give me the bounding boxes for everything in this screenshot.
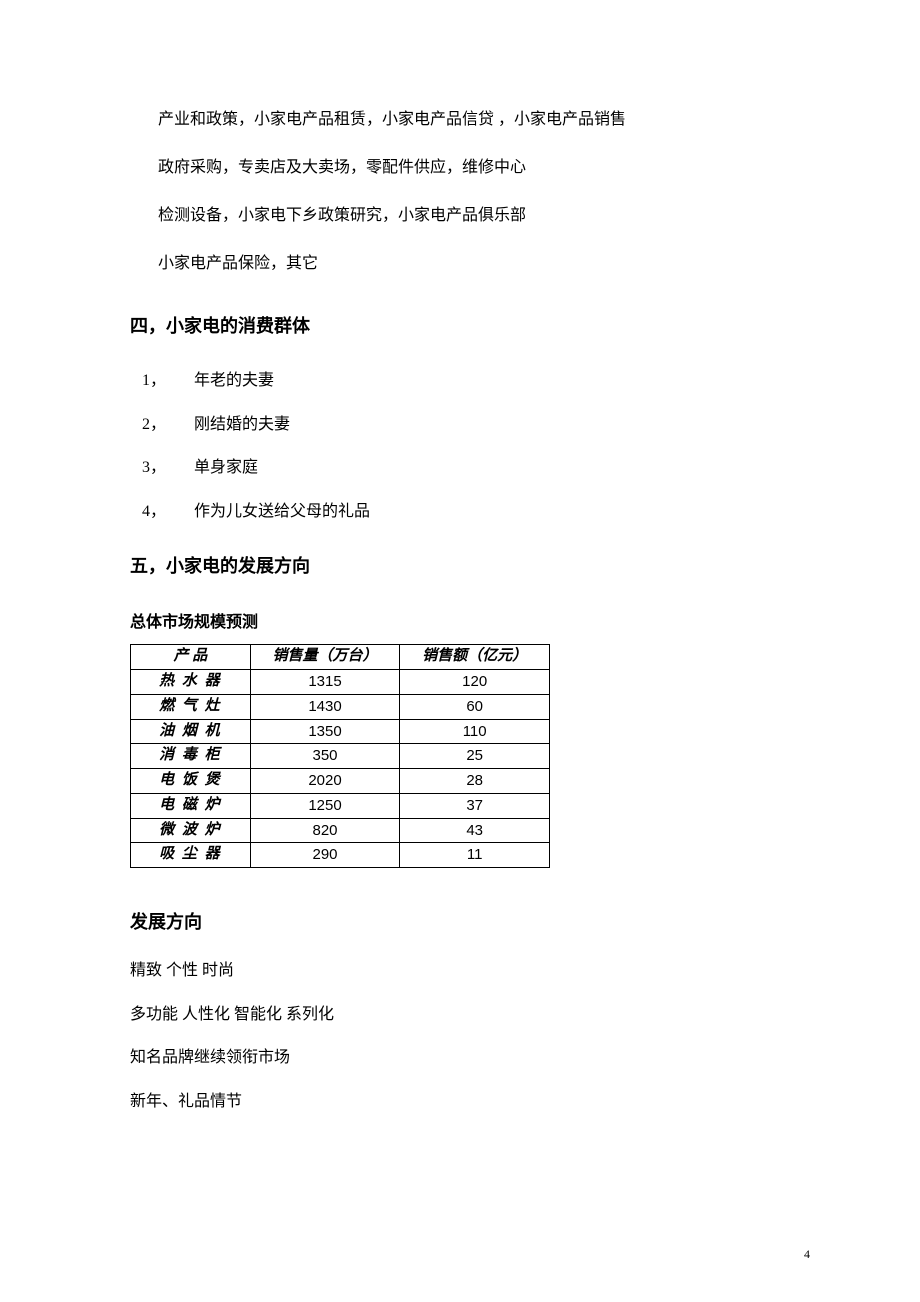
intro-line-3: 检测设备，小家电下乡政策研究，小家电产品俱乐部 [130, 196, 790, 236]
table-row: 热 水 器1315120 [131, 670, 550, 695]
table-cell-volume: 1315 [250, 670, 400, 695]
table-row: 油 烟 机1350110 [131, 719, 550, 744]
direction-item: 多功能 人性化 智能化 系列化 [130, 1002, 790, 1028]
table-header-cell: 销售额（亿元） [400, 645, 550, 670]
table-cell-product: 吸 尘 器 [131, 843, 251, 868]
table-header-cell: 产 品 [131, 645, 251, 670]
table-row: 电 磁 炉125037 [131, 793, 550, 818]
list-item: 3， 单身家庭 [142, 455, 790, 481]
table-row: 电 饭 煲202028 [131, 769, 550, 794]
forecast-heading: 总体市场规模预测 [130, 608, 790, 632]
table-cell-product: 热 水 器 [131, 670, 251, 695]
direction-list: 精致 个性 时尚 多功能 人性化 智能化 系列化 知名品牌继续领衔市场 新年、礼… [130, 958, 790, 1114]
item-number: 1， [142, 368, 194, 394]
direction-heading: 发展方向 [130, 908, 790, 934]
table-cell-revenue: 43 [400, 818, 550, 843]
direction-item: 精致 个性 时尚 [130, 958, 790, 984]
direction-item: 知名品牌继续领衔市场 [130, 1045, 790, 1071]
table-cell-revenue: 25 [400, 744, 550, 769]
table-cell-volume: 2020 [250, 769, 400, 794]
table-cell-volume: 1430 [250, 694, 400, 719]
item-text: 作为儿女送给父母的礼品 [194, 499, 370, 525]
list-item: 4， 作为儿女送给父母的礼品 [142, 499, 790, 525]
list-item: 2， 刚结婚的夫妻 [142, 412, 790, 438]
table-cell-revenue: 110 [400, 719, 550, 744]
table-header-row: 产 品 销售量（万台） 销售额（亿元） [131, 645, 550, 670]
table-cell-product: 油 烟 机 [131, 719, 251, 744]
page-number: 4 [804, 1247, 810, 1262]
table-cell-revenue: 28 [400, 769, 550, 794]
item-text: 刚结婚的夫妻 [194, 412, 290, 438]
item-text: 单身家庭 [194, 455, 258, 481]
table-header-cell: 销售量（万台） [250, 645, 400, 670]
table-row: 吸 尘 器29011 [131, 843, 550, 868]
intro-paragraph: 产业和政策，小家电产品租赁，小家电产品信贷 ，小家电产品销售 政府采购，专卖店及… [130, 100, 790, 284]
table-cell-volume: 1350 [250, 719, 400, 744]
direction-item: 新年、礼品情节 [130, 1089, 790, 1115]
item-number: 3， [142, 455, 194, 481]
table-cell-product: 电 磁 炉 [131, 793, 251, 818]
table-body: 热 水 器1315120燃 气 灶143060油 烟 机1350110消 毒 柜… [131, 670, 550, 868]
table-cell-product: 电 饭 煲 [131, 769, 251, 794]
list-item: 1， 年老的夫妻 [142, 368, 790, 394]
table-cell-product: 燃 气 灶 [131, 694, 251, 719]
table-row: 消 毒 柜35025 [131, 744, 550, 769]
item-number: 4， [142, 499, 194, 525]
item-text: 年老的夫妻 [194, 368, 274, 394]
table-cell-volume: 1250 [250, 793, 400, 818]
intro-line-4: 小家电产品保险，其它 [130, 244, 790, 284]
intro-line-1: 产业和政策，小家电产品租赁，小家电产品信贷 ，小家电产品销售 [130, 100, 790, 140]
item-number: 2， [142, 412, 194, 438]
table-cell-volume: 350 [250, 744, 400, 769]
table-cell-revenue: 120 [400, 670, 550, 695]
table-cell-volume: 820 [250, 818, 400, 843]
section-4-heading: 四，小家电的消费群体 [130, 312, 790, 338]
table-cell-revenue: 37 [400, 793, 550, 818]
table-cell-volume: 290 [250, 843, 400, 868]
table-row: 燃 气 灶143060 [131, 694, 550, 719]
table-cell-product: 微 波 炉 [131, 818, 251, 843]
table-cell-revenue: 60 [400, 694, 550, 719]
intro-line-2: 政府采购，专卖店及大卖场，零配件供应，维修中心 [130, 148, 790, 188]
table-cell-revenue: 11 [400, 843, 550, 868]
consumer-list: 1， 年老的夫妻 2， 刚结婚的夫妻 3， 单身家庭 4， 作为儿女送给父母的礼… [142, 368, 790, 524]
table-cell-product: 消 毒 柜 [131, 744, 251, 769]
table-row: 微 波 炉82043 [131, 818, 550, 843]
forecast-table: 产 品 销售量（万台） 销售额（亿元） 热 水 器1315120燃 气 灶143… [130, 644, 550, 868]
section-5-heading: 五，小家电的发展方向 [130, 552, 790, 578]
